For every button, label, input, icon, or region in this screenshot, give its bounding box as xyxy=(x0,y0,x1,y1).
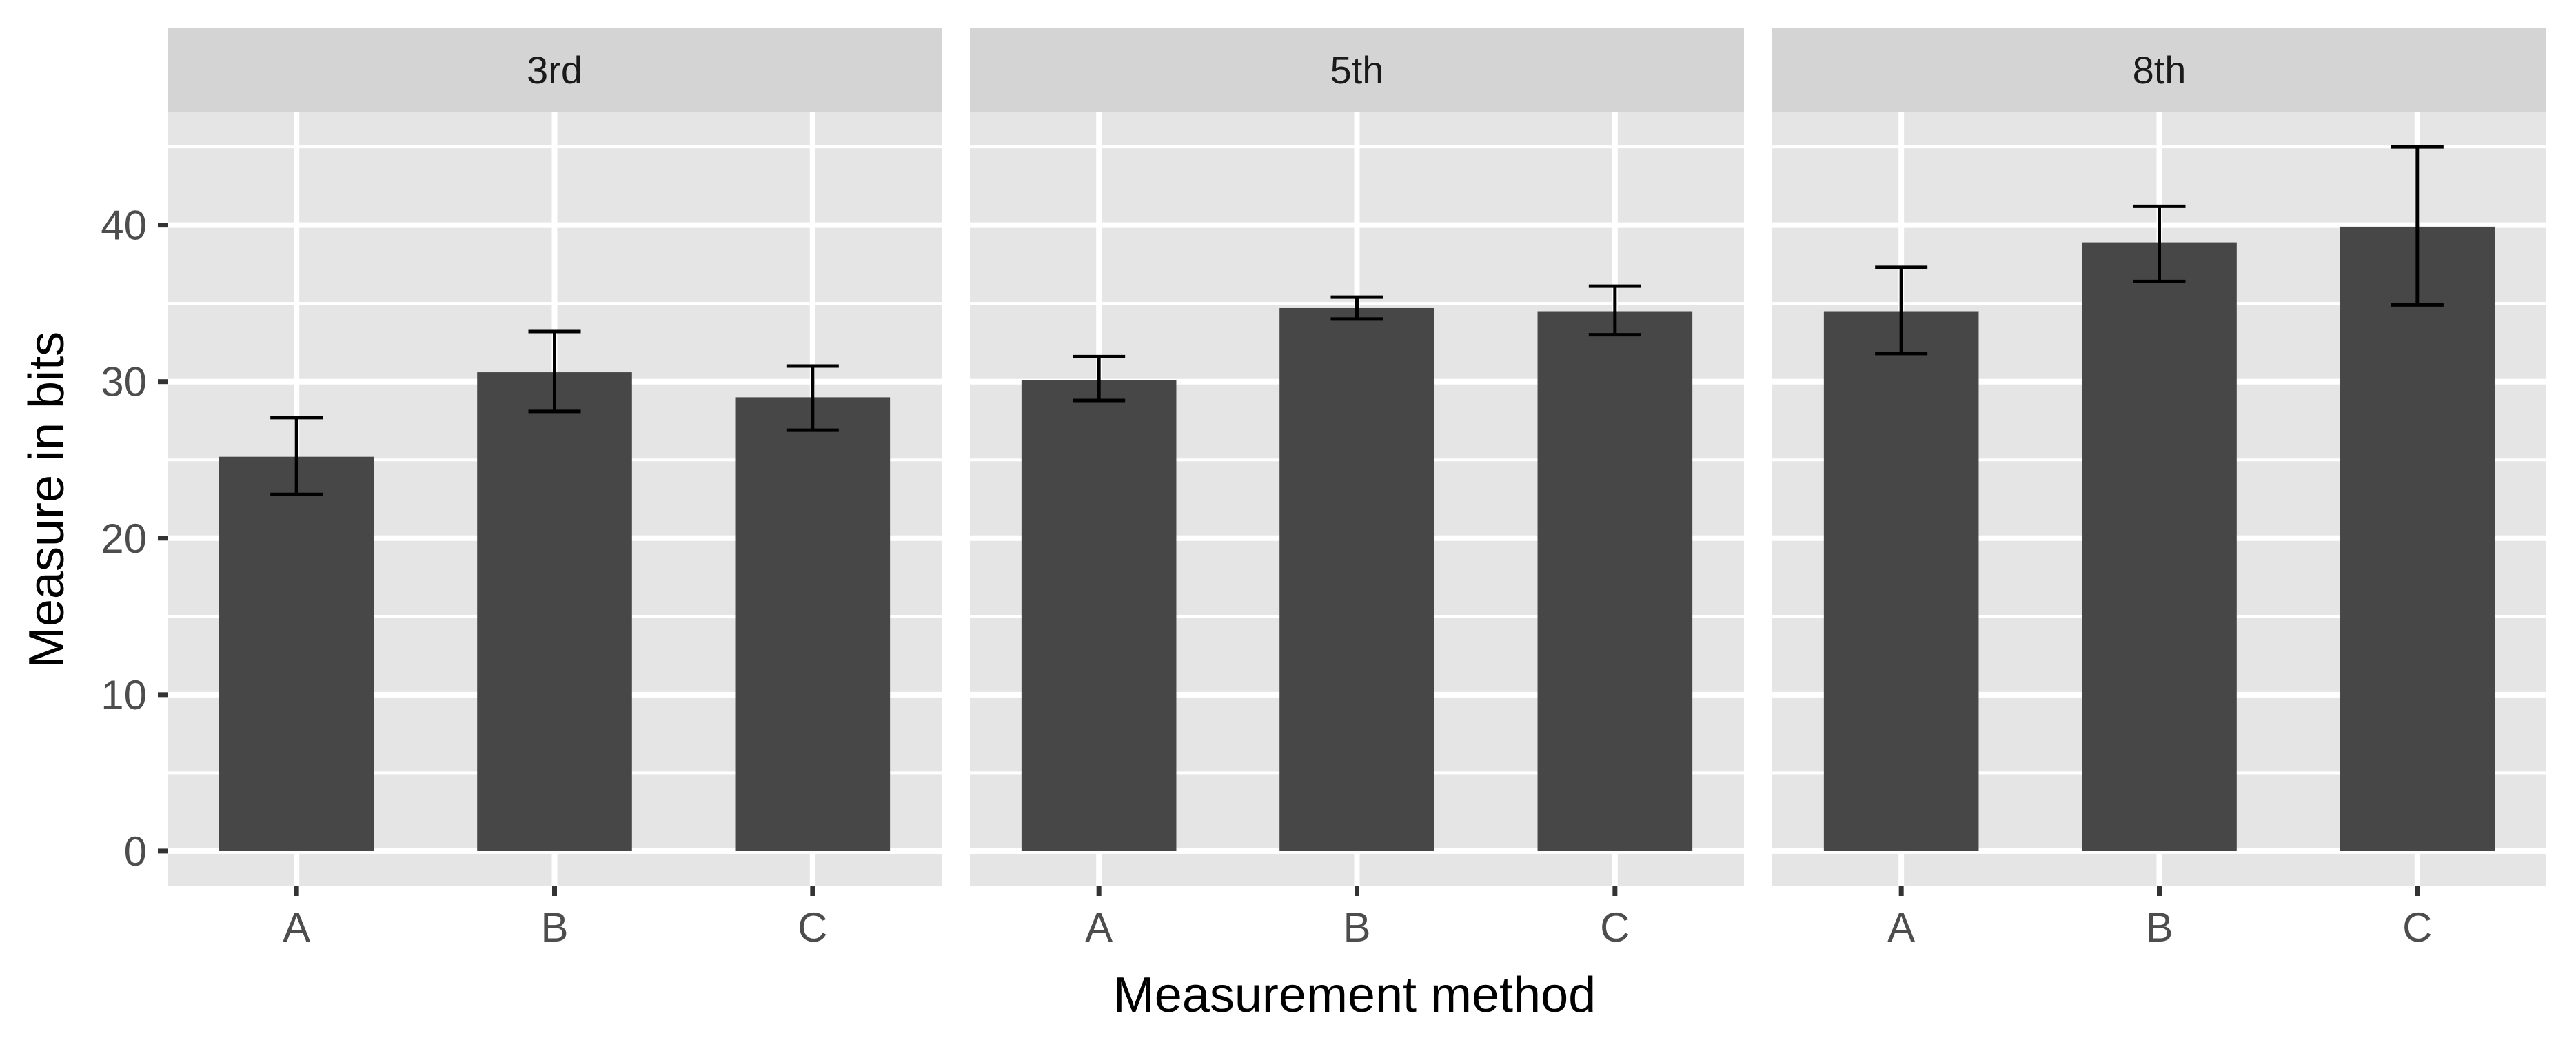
error-bar-5th-A xyxy=(1073,354,1126,403)
x-tick-label: B xyxy=(540,904,568,950)
facet-strip xyxy=(970,28,1744,112)
x-tick-label: C xyxy=(1600,904,1630,950)
x-tick-label: A xyxy=(1887,904,1915,950)
y-tick-label: 0 xyxy=(124,828,147,875)
facet-panel-5th: 5th A B C xyxy=(970,28,1744,950)
bar-5th-A xyxy=(1021,380,1177,851)
facet-panel-8th: 8th A B C xyxy=(1772,28,2546,950)
x-tick-label: C xyxy=(798,904,827,950)
error-bar-8th-C xyxy=(2391,145,2444,307)
x-tick-label: A xyxy=(283,904,310,950)
facet-strip xyxy=(1772,28,2546,112)
facet-strip xyxy=(168,28,942,112)
error-bar-3rd-B xyxy=(528,329,581,414)
bar-8th-C xyxy=(2340,226,2495,851)
bar-5th-C xyxy=(1537,311,1693,851)
error-bar-3rd-A xyxy=(270,416,323,496)
panels-layer: 3rd A B C 5th A B C 8th A B C xyxy=(168,28,2546,950)
x-tick-label: B xyxy=(2145,904,2173,950)
y-tick-label: 40 xyxy=(101,203,147,249)
error-bar-8th-A xyxy=(1875,265,1928,356)
x-tick-label: A xyxy=(1085,904,1113,950)
bar-3rd-C xyxy=(735,397,891,851)
bar-8th-A xyxy=(1823,311,1979,851)
bar-5th-B xyxy=(1279,307,1434,851)
error-bar-5th-B xyxy=(1330,295,1383,321)
bar-3rd-A xyxy=(219,456,374,851)
x-axis-title: Measurement method xyxy=(1113,968,1596,1023)
y-axis-title: Measure in bits xyxy=(19,332,74,668)
facet-strip-label: 5th xyxy=(1330,48,1384,92)
y-tick-label: 30 xyxy=(101,359,147,405)
facet-panel-3rd: 3rd A B C xyxy=(168,28,942,950)
error-bar-5th-C xyxy=(1588,284,1641,337)
facet-strip-label: 8th xyxy=(2133,48,2187,92)
error-bar-8th-B xyxy=(2133,204,2186,283)
axes-layer: 0 10 20 30 40 xyxy=(101,203,168,875)
facet-strip-label: 3rd xyxy=(527,48,582,92)
bar-8th-B xyxy=(2082,242,2237,851)
error-bar-3rd-C xyxy=(786,364,839,432)
y-tick-label: 10 xyxy=(101,672,147,718)
x-tick-label: C xyxy=(2402,904,2432,950)
x-tick-label: B xyxy=(1343,904,1370,950)
bar-3rd-B xyxy=(477,372,632,851)
y-tick-label: 20 xyxy=(101,516,147,562)
